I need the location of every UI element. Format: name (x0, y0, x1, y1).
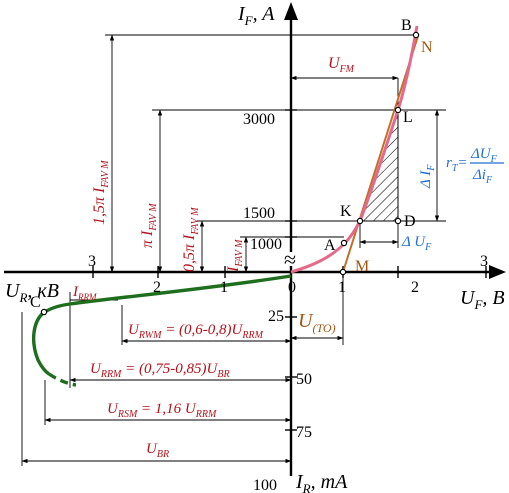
tick-label-x-forward-2: 2 (411, 279, 419, 296)
label-0-5pi-ifavm: 0,5π IFAV M (181, 207, 201, 272)
point-l-marker (394, 106, 402, 114)
forward-iv-curve (290, 25, 419, 274)
label-ubr: UBR (146, 441, 169, 460)
point-label-l: L (403, 109, 413, 126)
tick-label-y-50: 50 (296, 371, 312, 388)
tick-label-y-100: 100 (253, 477, 277, 493)
label-delta-if: Δ IF (418, 164, 437, 189)
point-label-n: N (421, 39, 433, 56)
point-d-marker (394, 217, 402, 225)
rt-formula: rT= ΔUF ΔiF (446, 146, 504, 186)
point-label-a: A (324, 237, 336, 254)
rt-symbol: rT= (446, 155, 468, 174)
origin-label: 0 (288, 279, 296, 296)
ur-axis-label: UR, кB (5, 280, 59, 305)
tick-label-y-3000: 3000 (243, 111, 275, 128)
rt-numerator: ΔUF (470, 146, 498, 165)
point-label-k: K (340, 203, 352, 220)
point-k-marker (356, 217, 364, 225)
ir-axis-label: IR, mA (295, 471, 348, 493)
if-axis-arrow (284, 2, 298, 20)
point-m-marker (339, 268, 347, 276)
tick-label-x-reverse-3: 3 (88, 253, 96, 270)
label-1-5pi-ifavm: 1,5π IFAV M (91, 160, 111, 225)
point-a-marker (340, 239, 348, 247)
label-urrm-formula: URRM = (0,75-0,85)UBR (90, 361, 230, 380)
label-irrm: IRRM (72, 284, 97, 302)
tangent-line-mn (342, 35, 419, 273)
point-b-marker (412, 31, 420, 39)
label-pi-ifavm: π IFAV M (139, 203, 159, 248)
if-axis-label: IF, A (237, 3, 275, 28)
tick-label-x-forward-3: 3 (480, 253, 488, 270)
axes (4, 6, 500, 476)
reference-lines (21, 34, 446, 466)
point-label-b: B (401, 17, 412, 34)
tick-label-x-forward-1: 1 (338, 279, 346, 296)
label-urwm-formula: URWM = (0,6-0,8)URRM (128, 322, 264, 341)
tick-label-x-reverse-2: 2 (153, 279, 161, 296)
axis-break-gap (278, 252, 304, 266)
uf-axis-label: UF, B (460, 287, 505, 312)
point-c-marker (40, 308, 48, 316)
label-ifavm: IFAV M (225, 239, 245, 273)
tick-label-x-reverse-1: 1 (220, 279, 228, 296)
point-label-m: M (355, 258, 369, 275)
label-uto: U(TO) (298, 310, 336, 335)
point-label-c: C (30, 294, 41, 311)
reverse-iv-curve-breakdown-dashed (48, 372, 77, 387)
tick-label-y-1000: 1000 (250, 236, 282, 253)
label-delta-uf: Δ UF (401, 234, 432, 253)
point-label-d: D (404, 213, 416, 230)
axis-break-mark: ≈ (284, 247, 296, 272)
uf-axis-arrow (489, 265, 506, 279)
reverse-iv-curve (31, 274, 292, 376)
rt-denominator: ΔiF (472, 167, 493, 186)
tick-label-y-25: 25 (268, 308, 284, 325)
tick-label-y-1500: 1500 (243, 205, 275, 222)
label-ufm: UFM (328, 55, 355, 75)
label-ursm-formula: URSM = 1,16 URRM (107, 401, 217, 420)
tick-label-y-75: 75 (296, 424, 312, 441)
